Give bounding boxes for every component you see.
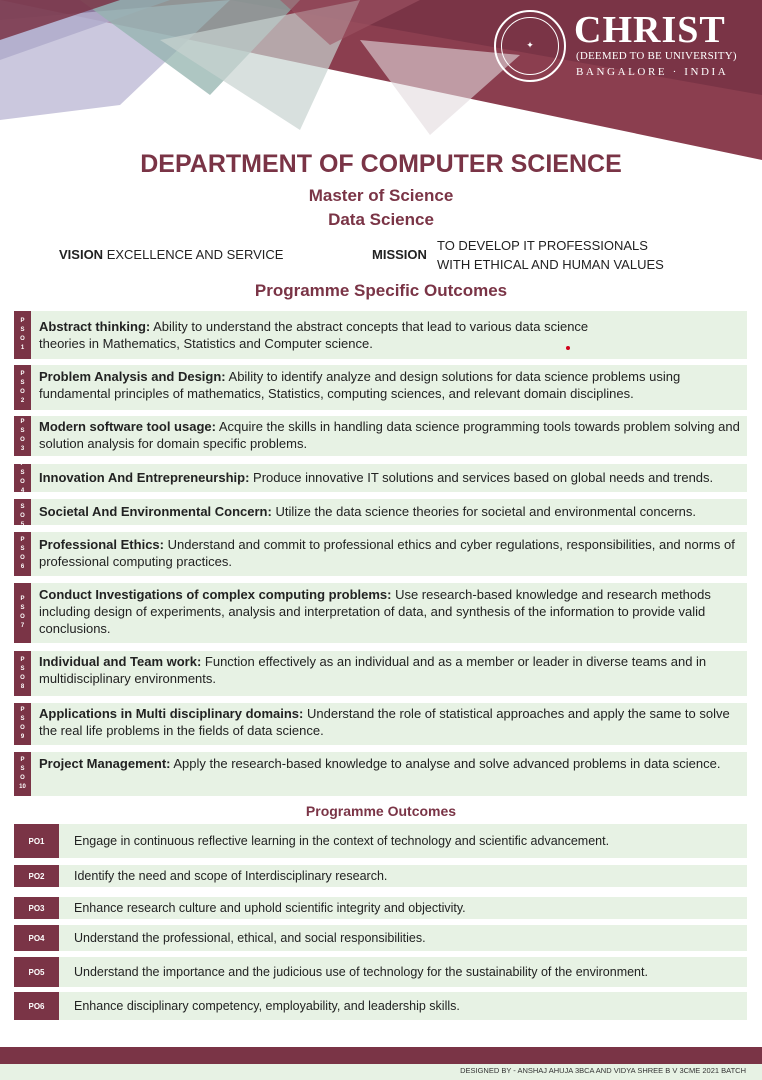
po-text: Understand the professional, ethical, an… xyxy=(74,931,426,945)
red-dot-mark xyxy=(566,346,570,350)
pso-text: Project Management: Apply the research-b… xyxy=(39,756,721,771)
program-name: Data Science xyxy=(328,210,434,229)
po-tag: PO2 xyxy=(14,865,59,887)
pso-tag: P S O 10 xyxy=(14,752,31,796)
pso-section-title: Programme Specific Outcomes xyxy=(254,281,508,300)
vision-statement: VISION EXCELLENCE AND SERVICE xyxy=(59,247,283,262)
vision-label: VISION xyxy=(59,247,104,262)
po-text: Identify the need and scope of Interdisc… xyxy=(74,869,388,883)
po-section-title: Programme Outcomes xyxy=(305,803,457,819)
degree-name: Master of Science xyxy=(308,186,454,205)
po-tag: PO3 xyxy=(14,897,59,919)
po-text: Enhance disciplinary competency, employa… xyxy=(74,999,460,1013)
department-title: DEPARTMENT OF COMPUTER SCIENCE xyxy=(140,150,622,178)
pso-text: Problem Analysis and Design: Ability to … xyxy=(39,369,681,401)
mission-line: TO DEVELOP IT PROFESSIONALS xyxy=(437,238,648,253)
university-seal-icon: ✦ xyxy=(494,10,566,82)
pso-item: P S O 10 Project Management: Apply the rese… xyxy=(14,752,747,796)
po-tag: PO6 xyxy=(14,992,59,1020)
po-tag: PO4 xyxy=(14,925,59,951)
footer-bar xyxy=(0,1047,762,1064)
footer-credit: DESIGNED BY - ANSHAJ AHUJA 3BCA AND VIDY… xyxy=(460,1066,746,1075)
po-tag: PO1 xyxy=(14,824,59,858)
degree-block: Master of Science Data Science xyxy=(0,184,762,232)
mission-label: MISSION xyxy=(372,247,427,262)
mission-text: TO DEVELOP IT PROFESSIONALS WITH ETHICAL… xyxy=(437,236,677,274)
pso-text: Conduct Investigations of complex comput… xyxy=(39,587,711,636)
footer-strip xyxy=(0,1064,762,1080)
po-item: PO4 Understand the professional, ethical… xyxy=(14,925,747,951)
footer: DESIGNED BY - ANSHAJ AHUJA 3BCA AND VIDY… xyxy=(0,1047,762,1080)
university-city: BANGALORE · INDIA xyxy=(576,66,729,78)
pso-text: Professional Ethics: Understand and comm… xyxy=(39,537,735,569)
university-name: CHRIST xyxy=(574,9,726,51)
pso-text: Applications in Multi disciplinary domai… xyxy=(39,706,730,738)
po-text: Enhance research culture and uphold scie… xyxy=(74,901,466,915)
pso-text: Modern software tool usage: Acquire the … xyxy=(39,419,740,451)
vision-text: EXCELLENCE AND SERVICE xyxy=(106,247,284,262)
po-item: PO1 Engage in continuous reflective lear… xyxy=(14,824,747,858)
po-item: PO3 Enhance research culture and uphold … xyxy=(14,897,747,919)
po-item: PO2 Identify the need and scope of Inter… xyxy=(14,865,747,887)
university-subtitle: (DEEMED TO BE UNIVERSITY) xyxy=(576,50,737,62)
po-item: PO5 Understand the importance and the ju… xyxy=(14,957,747,987)
po-item: PO6 Enhance disciplinary competency, emp… xyxy=(14,992,747,1020)
pso-text: Societal And Environmental Concern: Util… xyxy=(39,504,697,519)
pso-text: Individual and Team work: Function effec… xyxy=(39,654,707,686)
po-text: Engage in continuous reflective learning… xyxy=(74,834,610,848)
pso-text: Innovation And Entrepreneurship: Produce… xyxy=(39,470,714,485)
pso-text: Abstract thinking: Ability to understand… xyxy=(39,319,589,351)
po-text: Understand the importance and the judici… xyxy=(74,965,648,979)
mission-line: WITH ETHICAL AND HUMAN VALUES xyxy=(437,257,664,272)
po-tag: PO5 xyxy=(14,957,59,987)
university-logo: ✦ CHRIST (DEEMED TO BE UNIVERSITY) BANGA… xyxy=(494,8,744,86)
